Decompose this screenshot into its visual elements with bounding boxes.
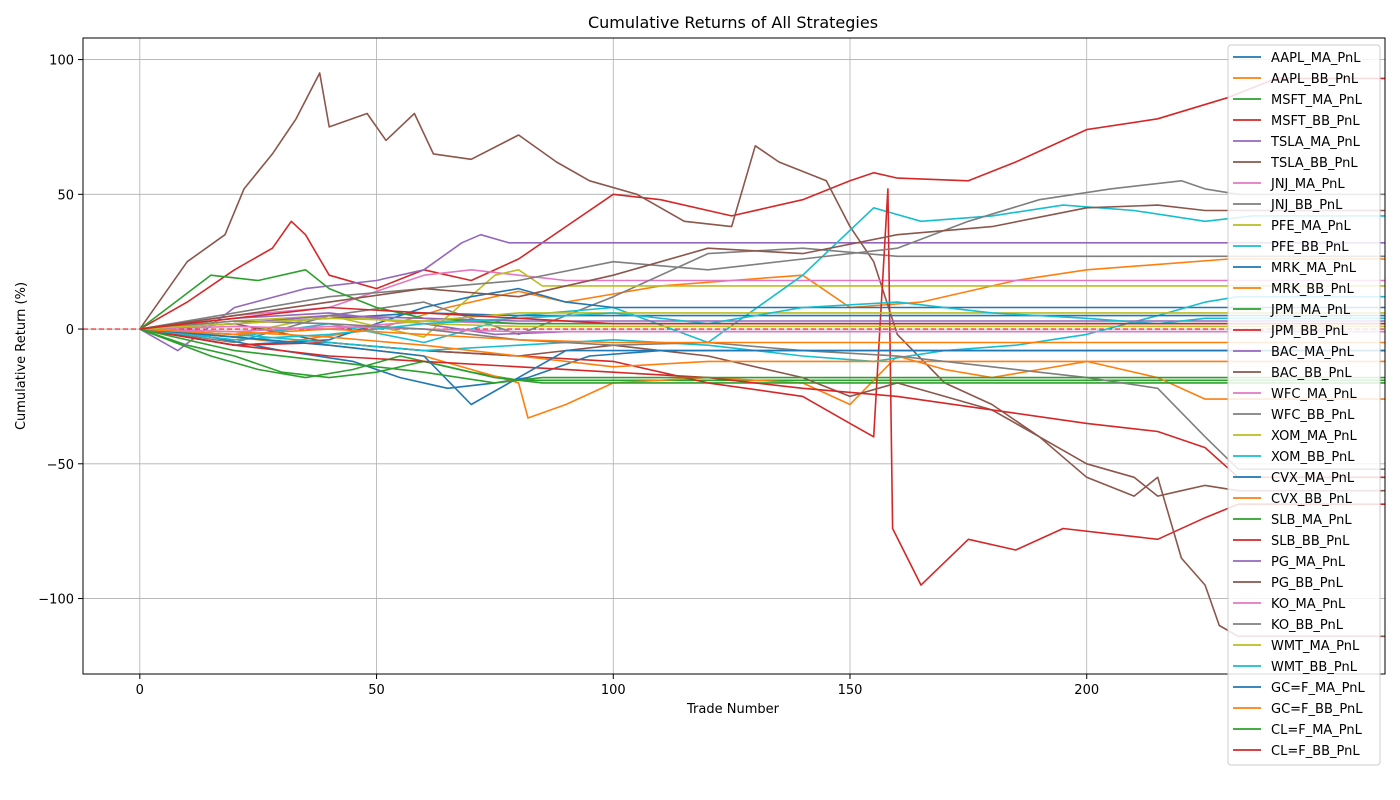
legend: AAPL_MA_PnL AAPL_BB_PnL MSFT_MA_PnL MSFT_BB…: [1227, 44, 1381, 766]
series-line-cl-f-ma-pnl: [139, 328, 1385, 384]
legend-label: BAC_MA_PnL: [1271, 345, 1355, 360]
legend-label: WMT_MA_PnL: [1271, 639, 1360, 654]
legend-label: MSFT_MA_PnL: [1271, 93, 1363, 108]
grid: [83, 38, 1385, 674]
y-tick-label: −50: [47, 458, 74, 473]
series-line-ko-ma-pnl: [139, 325, 1385, 333]
legend-box: [1227, 44, 1381, 766]
legend-label: JNJ_BB_PnL: [1270, 198, 1343, 213]
series-line-mrk-bb-pnl: [139, 328, 1385, 419]
legend-label: JPM_MA_PnL: [1270, 303, 1351, 318]
legend-label: WFC_BB_PnL: [1271, 408, 1355, 423]
series-line-tsla-bb-pnl: [139, 72, 1385, 497]
series-line-wmt-bb-pnl: [139, 301, 1385, 341]
legend-label: SLB_BB_PnL: [1271, 534, 1350, 549]
series-line-slb-bb-pnl: [139, 328, 1385, 479]
series-line-jnj-ma-pnl: [139, 268, 1385, 330]
series-line-wfc-ma-pnl: [139, 320, 1385, 330]
legend-label: PG_BB_PnL: [1271, 576, 1344, 591]
legend-label: XOM_MA_PnL: [1271, 429, 1357, 444]
legend-label: GC=F_MA_PnL: [1271, 681, 1365, 696]
y-axis-label: Cumulative Return (%): [14, 282, 29, 430]
x-tick-label: 100: [601, 683, 626, 698]
x-tick-label: 0: [136, 683, 144, 698]
series-line-wfc-bb-pnl: [139, 180, 1385, 330]
series-lines: [139, 72, 1385, 638]
legend-label: SLB_MA_PnL: [1271, 513, 1352, 528]
series-line-aapl-ma-pnl: [139, 328, 1385, 390]
series-line-xom-bb-pnl: [139, 295, 1385, 363]
legend-label: AAPL_BB_PnL: [1271, 72, 1359, 87]
series-line-gc-f-bb-pnl: [139, 328, 1385, 344]
legend-label: TSLA_BB_PnL: [1270, 156, 1358, 171]
legend-label: MSFT_BB_PnL: [1271, 114, 1360, 129]
series-line-msft-bb-pnl: [139, 77, 1385, 330]
legend-label: CVX_MA_PnL: [1271, 471, 1355, 486]
legend-label: CL=F_MA_PnL: [1271, 723, 1363, 738]
legend-label: WMT_BB_PnL: [1271, 660, 1358, 675]
legend-label: CVX_BB_PnL: [1271, 492, 1353, 507]
x-axis-label: Trade Number: [686, 702, 780, 717]
series-line-bac-bb-pnl: [139, 322, 1385, 638]
y-tick-label: −100: [38, 593, 74, 608]
legend-label: CL=F_BB_PnL: [1271, 744, 1360, 759]
series-line-wmt-ma-pnl: [139, 312, 1385, 330]
legend-label: PG_MA_PnL: [1271, 555, 1346, 570]
legend-label: BAC_BB_PnL: [1271, 366, 1352, 381]
legend-label: PFE_MA_PnL: [1271, 219, 1351, 234]
legend-label: MRK_MA_PnL: [1271, 261, 1357, 276]
axis-ticks: 0 50 100 150 200 −100 −50 0 50 100: [38, 54, 1099, 698]
legend-label: JNJ_MA_PnL: [1270, 177, 1345, 192]
legend-label: KO_MA_PnL: [1271, 597, 1346, 612]
legend-label: PFE_BB_PnL: [1271, 240, 1349, 255]
y-tick-label: 100: [49, 54, 74, 69]
series-line-gc-f-ma-pnl: [139, 328, 1385, 406]
legend-label: GC=F_BB_PnL: [1271, 702, 1363, 717]
series-line-jpm-bb-pnl: [139, 188, 1385, 586]
series-line-mrk-ma-pnl: [139, 287, 1385, 347]
legend-label: KO_BB_PnL: [1271, 618, 1344, 633]
series-line-cl-f-bb-pnl: [139, 306, 1385, 330]
series-line-pg-bb-pnl: [139, 204, 1385, 330]
plot-frame: [82, 37, 1386, 675]
y-tick-label: 50: [57, 188, 74, 203]
series-line-cvx-bb-pnl: [139, 328, 1385, 368]
x-tick-label: 200: [1074, 683, 1099, 698]
legend-label: MRK_BB_PnL: [1271, 282, 1354, 297]
legend-label: XOM_BB_PnL: [1271, 450, 1355, 465]
series-line-pfe-bb-pnl: [139, 204, 1385, 344]
series-line-slb-ma-pnl: [139, 268, 1385, 330]
legend-label: AAPL_MA_PnL: [1271, 51, 1361, 66]
legend-label: WFC_MA_PnL: [1271, 387, 1357, 402]
legend-label: TSLA_MA_PnL: [1270, 135, 1361, 150]
x-tick-label: 50: [368, 683, 385, 698]
legend-label: JPM_BB_PnL: [1270, 324, 1349, 339]
chart-title: Cumulative Returns of All Strategies: [588, 13, 878, 32]
x-tick-label: 150: [838, 683, 863, 698]
y-tick-label: 0: [66, 323, 74, 338]
